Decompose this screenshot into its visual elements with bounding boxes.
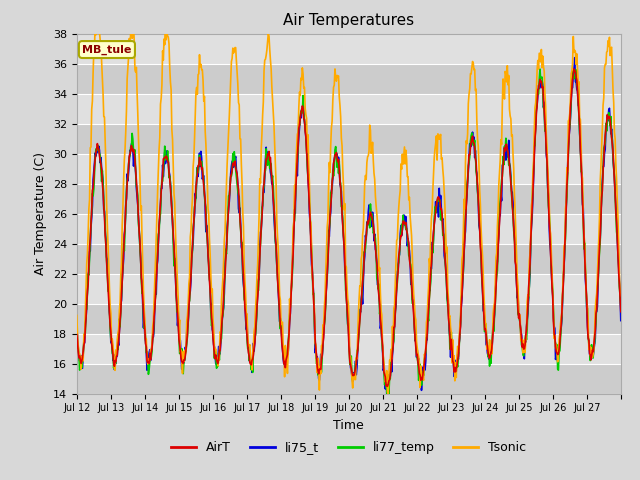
li75_t xyxy=(406,248,413,254)
Tsonic xyxy=(237,161,245,167)
Bar xyxy=(77,363,621,394)
li77_temp xyxy=(383,395,391,401)
AirT xyxy=(264,151,271,157)
li77_temp xyxy=(617,303,625,309)
li77_temp xyxy=(284,340,292,346)
li75_t xyxy=(284,350,292,356)
li75_t xyxy=(617,318,625,324)
Bar xyxy=(77,63,621,94)
li75_t xyxy=(237,220,244,226)
Bar xyxy=(77,123,621,154)
X-axis label: Time: Time xyxy=(333,419,364,432)
li77_temp xyxy=(237,227,244,232)
Line: AirT: AirT xyxy=(77,69,621,386)
Tsonic xyxy=(437,132,445,137)
AirT xyxy=(383,384,391,389)
Line: li77_temp: li77_temp xyxy=(77,69,621,398)
Line: li75_t: li75_t xyxy=(77,58,621,404)
Bar xyxy=(77,154,621,183)
Legend: AirT, li75_t, li77_temp, Tsonic: AirT, li75_t, li77_temp, Tsonic xyxy=(166,436,531,459)
li77_temp xyxy=(137,255,145,261)
li77_temp xyxy=(406,254,413,260)
Tsonic xyxy=(285,341,292,347)
Bar xyxy=(77,183,621,214)
Tsonic xyxy=(73,312,81,318)
AirT xyxy=(436,198,444,204)
AirT xyxy=(284,340,292,346)
li75_t xyxy=(137,255,145,261)
Line: Tsonic: Tsonic xyxy=(77,17,621,396)
Bar xyxy=(77,334,621,363)
AirT xyxy=(237,226,244,231)
li75_t xyxy=(571,55,579,60)
li77_temp xyxy=(536,66,544,72)
Bar xyxy=(77,214,621,243)
Y-axis label: Air Temperature (C): Air Temperature (C) xyxy=(35,152,47,275)
Tsonic xyxy=(127,14,135,20)
Title: Air Temperatures: Air Temperatures xyxy=(284,13,414,28)
Bar xyxy=(77,274,621,303)
AirT xyxy=(137,257,145,263)
AirT xyxy=(73,332,81,337)
AirT xyxy=(406,257,413,263)
li75_t xyxy=(264,149,271,155)
Tsonic xyxy=(617,293,625,299)
li75_t xyxy=(383,401,391,407)
Bar xyxy=(77,34,621,63)
Text: MB_tule: MB_tule xyxy=(82,44,132,55)
Bar xyxy=(77,94,621,123)
Tsonic xyxy=(264,31,272,36)
Tsonic xyxy=(138,203,145,209)
AirT xyxy=(617,309,625,314)
Bar xyxy=(77,243,621,274)
Bar xyxy=(77,303,621,334)
Tsonic xyxy=(385,393,392,398)
li77_temp xyxy=(436,197,444,203)
li77_temp xyxy=(73,331,81,336)
li75_t xyxy=(436,203,444,209)
li75_t xyxy=(73,329,81,335)
li77_temp xyxy=(264,162,271,168)
Tsonic xyxy=(406,214,414,220)
AirT xyxy=(570,66,578,72)
